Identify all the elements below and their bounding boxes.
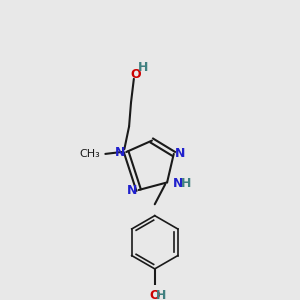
Text: N: N xyxy=(114,146,125,160)
Text: H: H xyxy=(138,61,148,74)
Text: N: N xyxy=(175,147,186,161)
Text: CH₃: CH₃ xyxy=(80,149,101,159)
Text: N: N xyxy=(173,177,184,190)
Text: O: O xyxy=(149,289,160,300)
Text: O: O xyxy=(130,68,141,81)
Text: H: H xyxy=(156,289,167,300)
Text: N: N xyxy=(127,184,137,197)
Text: H: H xyxy=(181,177,191,190)
